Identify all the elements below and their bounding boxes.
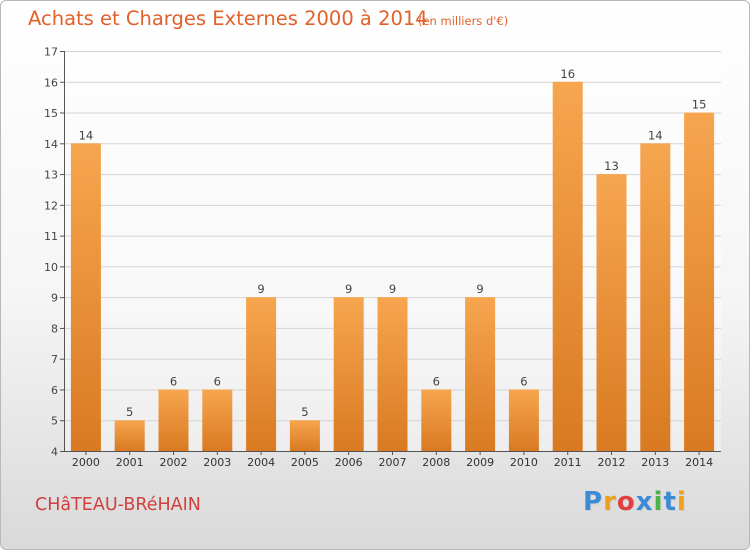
x-tick-label: 2004: [247, 456, 275, 469]
data-label: 6: [214, 374, 221, 388]
x-tick-label: 2000: [72, 456, 100, 469]
bar: [465, 297, 496, 451]
commune-name: CHâTEAU-BRéHAIN: [35, 495, 201, 515]
logo-letter: t: [663, 487, 677, 517]
logo-letter: i: [676, 487, 687, 517]
x-tick-label: 2011: [554, 456, 582, 469]
x-tick-label: 2014: [685, 456, 713, 469]
data-labels: 14 5 6 6 9 5 9 9 6 9 6 16 13 14 15: [79, 67, 707, 419]
data-label: 9: [345, 282, 352, 296]
y-tick-label: 12: [44, 199, 58, 212]
bar: [377, 297, 408, 451]
x-tick-label: 2002: [160, 456, 188, 469]
data-label: 6: [520, 374, 527, 388]
x-tick-label: 2005: [291, 456, 319, 469]
y-tick-label: 7: [51, 353, 58, 366]
bar: [421, 389, 452, 451]
x-tick-labels: 2000 2001 2002 2003 2004 2005 2006 2007 2008 2009…: [72, 456, 713, 469]
x-tick-label: 2012: [598, 456, 626, 469]
x-tick-label: 2001: [116, 456, 144, 469]
data-label: 14: [648, 128, 663, 142]
y-tick-label: 9: [51, 292, 58, 305]
x-tick-label: 2009: [466, 456, 494, 469]
y-tick-label: 13: [44, 169, 58, 182]
data-label: 9: [389, 282, 396, 296]
bar: [333, 297, 364, 451]
y-tick-label: 10: [44, 261, 58, 274]
bars: [70, 81, 715, 452]
logo-letter: o: [616, 487, 636, 517]
data-label: 5: [126, 405, 133, 419]
y-tick-label: 8: [51, 322, 58, 335]
data-label: 9: [476, 282, 483, 296]
data-label: 15: [692, 98, 707, 112]
bar: [684, 112, 715, 452]
bar: [596, 174, 627, 452]
chart-unit: (en milliers d'€): [418, 14, 509, 28]
x-tick-label: 2006: [335, 456, 363, 469]
data-label: 5: [301, 405, 308, 419]
bar: [246, 297, 277, 451]
bar: [508, 389, 539, 451]
y-tick-label: 11: [44, 230, 58, 243]
data-label: 14: [79, 128, 94, 142]
y-tick-label: 17: [44, 46, 58, 59]
y-tick-label: 4: [51, 446, 58, 459]
bar: [70, 143, 101, 452]
bar: [202, 389, 233, 451]
data-label: 6: [170, 374, 177, 388]
y-tick-label: 5: [51, 415, 58, 428]
logo-letter: P: [583, 487, 604, 517]
bar: [114, 420, 145, 451]
data-label: 13: [604, 159, 619, 173]
x-tick-label: 2010: [510, 456, 538, 469]
x-tick-label: 2013: [641, 456, 669, 469]
bar: [158, 389, 189, 451]
x-tick-label: 2008: [422, 456, 450, 469]
y-tick-label: 6: [51, 384, 58, 397]
y-tick-label: 16: [44, 76, 58, 89]
y-tick-label: 14: [44, 138, 58, 151]
logo-letter: i: [653, 487, 664, 517]
logo-letter: x: [635, 487, 654, 517]
axes: [60, 51, 721, 455]
bar: [289, 420, 320, 451]
y-tick-labels: 4 5 6 7 8 9 10 11 12 13 14 15 16 17: [44, 46, 58, 459]
data-label: 6: [433, 374, 440, 388]
y-tick-label: 15: [44, 107, 58, 120]
data-label: 16: [560, 67, 575, 81]
chart-title: Achats et Charges Externes 2000 à 2014: [28, 7, 428, 30]
x-tick-label: 2007: [379, 456, 407, 469]
bar: [552, 81, 583, 452]
data-label: 9: [257, 282, 264, 296]
proxiti-logo: Proxiti: [583, 487, 687, 517]
bar: [640, 143, 671, 452]
logo-letter: r: [603, 487, 617, 517]
x-tick-label: 2003: [203, 456, 231, 469]
